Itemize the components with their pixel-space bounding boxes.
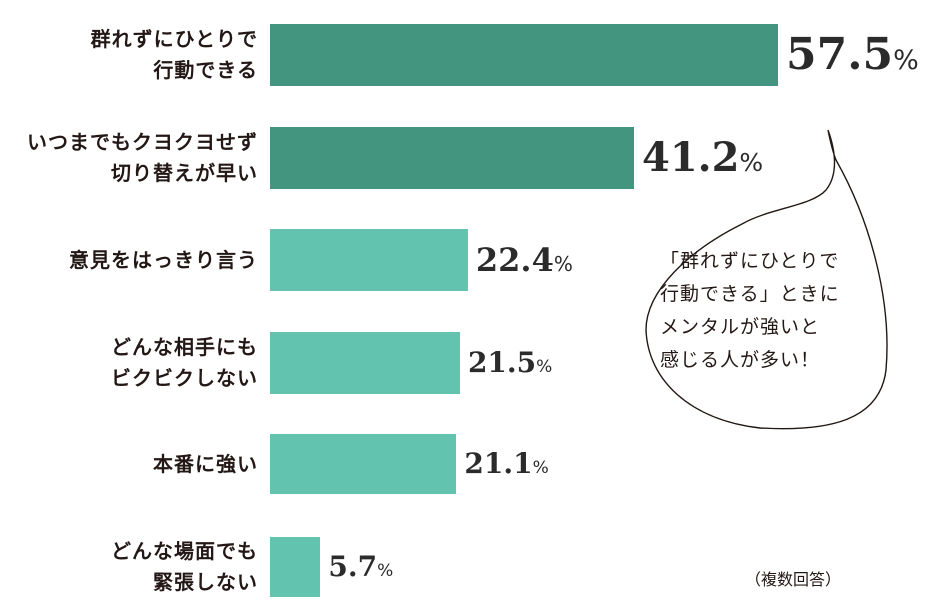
value-label: 41.2% [642, 137, 764, 178]
category-label: 群れずにひとりで行動できる [0, 24, 258, 86]
category-label-line: 群れずにひとりで [90, 27, 258, 51]
bar [270, 331, 460, 394]
value-label: 5.7% [328, 549, 394, 583]
value-number: 57.5 [786, 29, 894, 80]
category-label: どんな場面でも緊張しない [0, 536, 258, 598]
value-unit: % [377, 560, 394, 581]
annotation-line: 行動できる」ときに [660, 283, 840, 305]
annotation-line: メンタルが強いと [660, 316, 821, 338]
value-number: 21.1 [464, 447, 533, 480]
value-unit: % [893, 45, 919, 76]
value-unit: % [739, 147, 764, 177]
value-number: 41.2 [641, 133, 740, 181]
value-unit: % [536, 356, 553, 377]
category-label-line: 本番に強い [153, 451, 258, 476]
category-label-line: どんな場面でも [111, 538, 258, 563]
bar [270, 536, 321, 597]
category-label-line: 切り替えが早い [111, 160, 258, 185]
bar [270, 24, 778, 86]
bar [270, 126, 634, 189]
category-label-line: いつまでもクヨクヨせず [27, 129, 258, 154]
footnote: （複数回答） [745, 570, 842, 589]
category-label: 本番に強い [0, 449, 258, 480]
category-label-line: どんな相手にも [111, 334, 258, 359]
value-unit: % [553, 252, 573, 276]
annotation-note: 「群れずにひとりで 行動できる」ときに メンタルが強いと 感じる人が多い！ [660, 245, 890, 377]
category-label: 意見をはっきり言う [0, 245, 258, 276]
bar [270, 229, 468, 291]
category-label-line: ビクビクしない [111, 365, 258, 390]
category-label-line: 行動できる [153, 58, 258, 82]
value-number: 21.5 [467, 345, 537, 379]
category-label-line: 意見をはっきり言う [69, 247, 258, 272]
category-label-line: 緊張しない [153, 569, 258, 594]
value-label: 57.5% [786, 33, 919, 77]
value-unit: % [532, 458, 549, 478]
category-label: いつまでもクヨクヨせず切り替えが早い [0, 127, 258, 189]
value-label: 21.1% [464, 450, 548, 478]
annotation-line: 「群れずにひとりで [660, 250, 840, 272]
value-number: 22.4 [475, 241, 554, 279]
value-label: 21.5% [467, 345, 553, 379]
bar [270, 434, 457, 494]
category-label: どんな相手にも ビクビクしない [0, 332, 258, 394]
annotation-line: 感じる人が多い！ [660, 349, 821, 371]
value-number: 5.7 [328, 549, 378, 583]
value-label: 22.4% [476, 244, 573, 276]
